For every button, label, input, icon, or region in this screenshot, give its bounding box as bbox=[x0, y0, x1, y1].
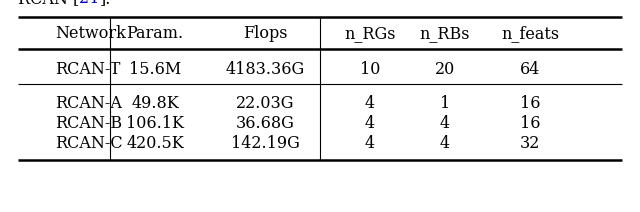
Text: 4: 4 bbox=[365, 135, 375, 152]
Text: 36.68G: 36.68G bbox=[236, 116, 294, 132]
Text: RCAN-C: RCAN-C bbox=[55, 135, 123, 152]
Text: 24: 24 bbox=[79, 0, 99, 7]
Text: 64: 64 bbox=[520, 60, 540, 78]
Text: 32: 32 bbox=[520, 135, 540, 152]
Text: Network: Network bbox=[55, 25, 126, 42]
Text: 4: 4 bbox=[365, 116, 375, 132]
Text: Param.: Param. bbox=[127, 25, 184, 42]
Text: RCAN-B: RCAN-B bbox=[55, 116, 122, 132]
Text: 106.1K: 106.1K bbox=[126, 116, 184, 132]
Text: 20: 20 bbox=[435, 60, 455, 78]
Text: 142.19G: 142.19G bbox=[230, 135, 300, 152]
Text: RCAN-T: RCAN-T bbox=[55, 60, 120, 78]
Text: 420.5K: 420.5K bbox=[126, 135, 184, 152]
Text: 16: 16 bbox=[520, 116, 540, 132]
Text: 22.03G: 22.03G bbox=[236, 95, 294, 113]
Text: 4183.36G: 4183.36G bbox=[225, 60, 305, 78]
Text: 49.8K: 49.8K bbox=[131, 95, 179, 113]
Text: 4: 4 bbox=[440, 116, 450, 132]
Text: ].: ]. bbox=[99, 0, 111, 7]
Text: RCAN [: RCAN [ bbox=[18, 0, 79, 7]
Text: 4: 4 bbox=[365, 95, 375, 113]
Text: RCAN-A: RCAN-A bbox=[55, 95, 122, 113]
Text: Flops: Flops bbox=[243, 25, 287, 42]
Text: 10: 10 bbox=[360, 60, 380, 78]
Text: n_RBs: n_RBs bbox=[420, 25, 470, 42]
Text: 1: 1 bbox=[440, 95, 450, 113]
Text: 16: 16 bbox=[520, 95, 540, 113]
Text: n_RGs: n_RGs bbox=[344, 25, 396, 42]
Text: 15.6M: 15.6M bbox=[129, 60, 181, 78]
Text: 4: 4 bbox=[440, 135, 450, 152]
Text: n_feats: n_feats bbox=[501, 25, 559, 42]
